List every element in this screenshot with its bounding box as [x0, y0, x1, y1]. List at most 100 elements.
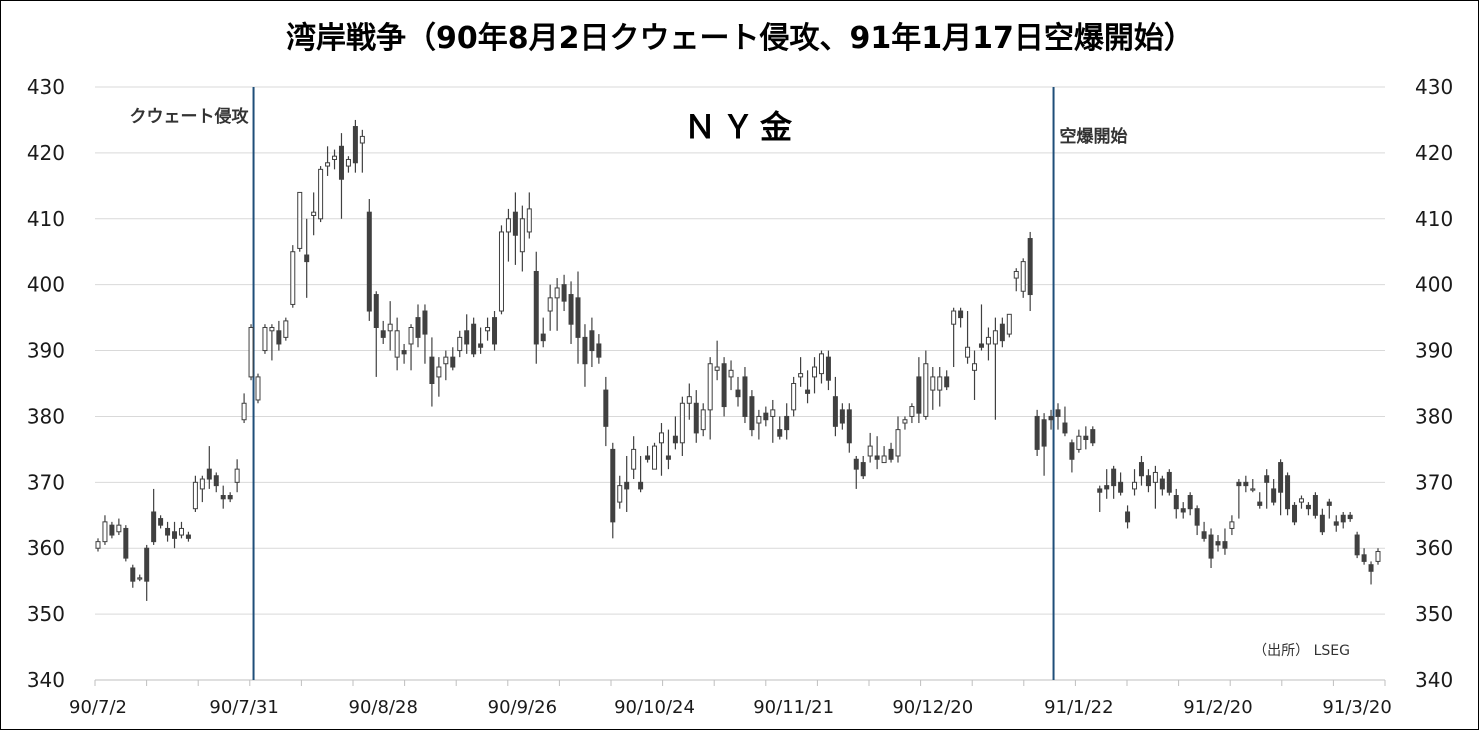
candle-body: [1319, 514, 1325, 533]
candle: [700, 403, 706, 437]
candle-body: [1229, 521, 1235, 529]
candle-body: [1208, 534, 1214, 559]
candle: [749, 390, 755, 437]
y-tick-label-right: 410: [1415, 207, 1453, 231]
candle: [318, 166, 324, 223]
candle-body: [1027, 238, 1033, 296]
candle: [172, 521, 178, 549]
candle: [777, 416, 783, 440]
candle: [297, 191, 303, 252]
candle: [770, 399, 776, 443]
candle: [255, 373, 261, 404]
candle-body: [95, 541, 101, 549]
candle: [1201, 521, 1207, 542]
candle-body: [554, 287, 560, 299]
candle-body: [192, 481, 198, 510]
candle-body: [158, 518, 164, 526]
candle-body: [1132, 481, 1138, 490]
candle-body: [784, 415, 790, 431]
x-tick-label: 91/2/20: [1183, 697, 1252, 718]
candle-body: [1041, 419, 1047, 447]
candle: [568, 281, 574, 344]
candle-body: [972, 363, 978, 371]
candle-body: [693, 402, 699, 434]
candle-body: [123, 527, 129, 559]
candle: [679, 396, 685, 456]
candle: [352, 119, 358, 173]
candle: [610, 442, 616, 539]
candle: [756, 409, 762, 440]
x-tick-label: 90/9/26: [488, 697, 557, 718]
candle-body: [352, 126, 358, 164]
candle: [930, 367, 936, 410]
candle: [1340, 511, 1346, 529]
candle: [1354, 531, 1360, 559]
candle: [116, 518, 122, 536]
candle: [102, 515, 108, 545]
candle-body: [332, 155, 338, 160]
candle-body: [1264, 475, 1270, 483]
y-tick-label-left: 340: [27, 668, 65, 692]
candle: [846, 403, 852, 453]
candle: [109, 521, 115, 539]
candle-body: [213, 475, 219, 487]
candle: [130, 564, 136, 588]
candle: [1180, 502, 1186, 519]
candle: [1013, 268, 1019, 292]
candle: [1347, 511, 1353, 522]
panel-label: ＮＹ金: [684, 108, 798, 146]
candle: [1006, 313, 1012, 338]
candle-body: [1173, 495, 1179, 510]
candle: [825, 350, 831, 391]
candle-body: [770, 409, 776, 417]
candle: [1138, 455, 1144, 486]
candle: [1361, 548, 1367, 565]
candle: [471, 317, 477, 358]
candle-body: [359, 135, 365, 144]
candle: [763, 406, 769, 427]
candle: [596, 334, 602, 364]
y-tick-label-right: 420: [1415, 141, 1453, 165]
candle-body: [853, 458, 859, 470]
candle-body: [1111, 468, 1117, 487]
candle-body: [248, 326, 254, 378]
source-note: （出所） LSEG: [1253, 643, 1350, 659]
candle: [1236, 479, 1242, 519]
candle-body: [1180, 508, 1186, 513]
candle: [937, 367, 943, 407]
candle: [1285, 472, 1291, 516]
candle: [95, 538, 101, 552]
candle: [1305, 502, 1311, 516]
candle: [345, 156, 351, 173]
candle-body: [262, 326, 268, 352]
y-tick-label-left: 430: [27, 75, 65, 99]
candle-body: [1104, 485, 1110, 490]
candle: [498, 225, 504, 315]
candle: [269, 324, 275, 361]
candle: [1312, 492, 1318, 519]
candle: [978, 304, 984, 351]
candle-body: [297, 191, 303, 249]
candle-body: [234, 468, 240, 483]
candle: [624, 455, 630, 512]
candle-body: [672, 435, 678, 444]
candle: [304, 218, 310, 298]
candle-body: [338, 145, 344, 180]
candle-body: [965, 346, 971, 358]
candle: [485, 317, 491, 341]
candle-body: [1250, 488, 1256, 491]
candle-body: [603, 389, 609, 427]
candle-body: [714, 366, 720, 371]
candle-body: [1006, 313, 1012, 335]
candle-body: [387, 323, 393, 332]
candle-body: [617, 485, 623, 503]
candle-body: [1368, 564, 1374, 572]
candle: [373, 291, 379, 377]
candle: [338, 133, 344, 219]
y-tick-label-right: 430: [1415, 75, 1453, 99]
candle-body: [721, 363, 727, 408]
candle-body: [102, 521, 108, 543]
candle: [1076, 429, 1082, 453]
candle-body: [1083, 435, 1089, 441]
